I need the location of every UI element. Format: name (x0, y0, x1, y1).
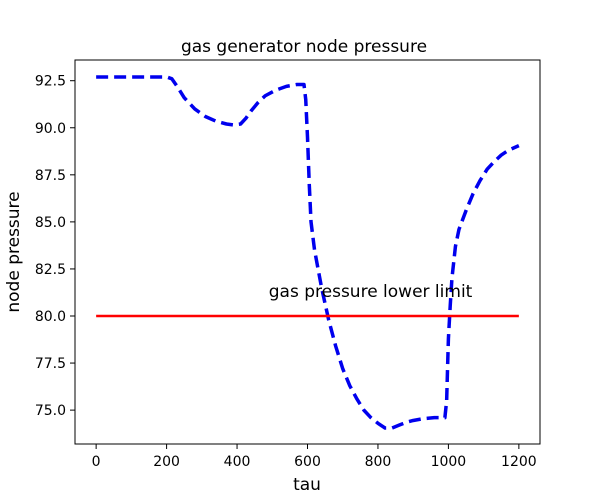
y-tick-label: 90.0 (35, 121, 66, 137)
y-tick-label: 75.0 (35, 403, 66, 419)
y-axis-label: node pressure (4, 191, 24, 312)
y-tick-label: 92.5 (35, 74, 66, 90)
x-tick-label: 1000 (431, 454, 467, 470)
x-tick-label: 800 (365, 454, 392, 470)
x-tick-label: 1200 (501, 454, 537, 470)
series-line-1 (96, 75, 520, 430)
y-tick-label: 87.5 (35, 168, 66, 184)
series-layer (96, 75, 520, 430)
y-tick-label: 82.5 (35, 262, 66, 278)
annotation-label: gas pressure lower limit (269, 282, 473, 302)
x-tick-label: 600 (294, 454, 321, 470)
x-tick-label: 0 (92, 454, 101, 470)
y-tick-label: 85.0 (35, 215, 66, 231)
y-axis: 75.0 77.5 80.0 82.5 85.0 87.5 90.0 92.5 (35, 74, 75, 419)
annotations: gas pressure lower limit (269, 282, 473, 302)
y-tick-label: 77.5 (35, 356, 66, 372)
x-tick-label: 200 (153, 454, 180, 470)
x-tick-label: 400 (224, 454, 251, 470)
x-axis: 0 200 400 600 800 1000 1200 (92, 444, 537, 470)
chart-title: gas generator node pressure (181, 37, 427, 57)
x-axis-label: tau (293, 475, 321, 495)
y-tick-label: 80.0 (35, 309, 66, 325)
